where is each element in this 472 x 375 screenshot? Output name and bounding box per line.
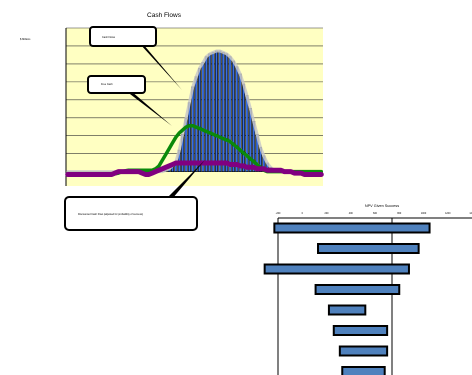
npv-x-ticks: -200 0 200 400 600 800 1000 1200 1400: [276, 212, 472, 215]
cash-flow-bar: [211, 52, 215, 172]
cash-flow-bar: [214, 50, 218, 172]
cash-flow-bar: [221, 52, 225, 172]
cash-flow-bar: [242, 83, 246, 172]
callout-free-cash: Free Cash: [87, 75, 172, 126]
callout-free-cash-text: Free Cash: [101, 83, 113, 86]
npv-bar: [332, 325, 389, 336]
npv-x-tick-label: 200: [325, 212, 330, 215]
npv-bar: [314, 284, 401, 295]
cash-flow-line-series-3: [65, 160, 324, 177]
cash-flow-bar: [208, 53, 212, 172]
cash-flow-bar: [204, 56, 208, 172]
npv-x-tick-label: -200: [276, 212, 281, 215]
cash-flow-ylabel: $ Millions: [20, 38, 31, 41]
cash-flow-bar: [231, 60, 235, 172]
cash-flow-bar: [245, 95, 249, 172]
cash-flow-bar: [248, 108, 252, 172]
cash-flow-bar: [225, 53, 229, 172]
npv-bar: [317, 243, 420, 254]
npv-x-tick-label: 1400: [469, 212, 472, 215]
cash-flow-bar: [194, 76, 198, 172]
npv-x-tick-label: 1200: [445, 212, 451, 215]
callout-discounted: Discounted Cash Flow (adjusted for proba…: [64, 160, 205, 231]
cash-flow-title: Cash Flows: [147, 12, 182, 19]
cash-flow-lines: [65, 49, 324, 177]
npv-x-tick-label: 0: [302, 212, 304, 215]
npv-bar: [341, 366, 386, 375]
cash-flow-bar: [235, 66, 239, 172]
cash-flow-plot-area: [66, 28, 323, 186]
cash-flow-bar: [238, 73, 242, 172]
callout-cash-flows: Cash Flows: [89, 26, 182, 90]
npv-bar: [273, 222, 431, 234]
npv-x-tick-label: 1000: [421, 212, 427, 215]
cash-flow-bar: [201, 62, 205, 172]
npv-bars: [263, 222, 431, 375]
callout-cash-flows-text: Cash Flows: [102, 36, 116, 39]
cash-flow-bar: [198, 67, 202, 172]
cash-flow-bar: [228, 56, 232, 172]
npv-bar: [327, 304, 367, 316]
npv-bar: [263, 263, 410, 275]
npv-title: NPV Given Success: [365, 204, 399, 208]
callout-discounted-text: Discounted Cash Flow (adjusted for proba…: [78, 213, 143, 216]
npv-x-tick-label: 400: [349, 212, 354, 215]
npv-bar: [338, 345, 389, 357]
cash-flow-bar: [218, 50, 222, 172]
npv-x-tick-label: 600: [373, 212, 378, 215]
npv-x-tick-label: 800: [397, 212, 402, 215]
cash-flow-bar: [191, 86, 195, 172]
